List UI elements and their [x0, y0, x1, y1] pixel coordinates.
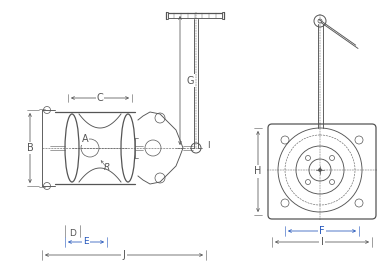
- Text: I: I: [321, 237, 323, 247]
- Text: D: D: [69, 228, 76, 238]
- Text: C: C: [97, 93, 104, 103]
- Text: G: G: [186, 76, 194, 86]
- Text: J: J: [122, 250, 126, 260]
- Text: B: B: [27, 143, 33, 153]
- Text: I: I: [207, 141, 209, 150]
- Text: A: A: [82, 134, 88, 144]
- Text: F: F: [319, 226, 325, 236]
- Text: E: E: [83, 238, 89, 247]
- Text: H: H: [254, 167, 262, 177]
- Text: R: R: [104, 164, 110, 173]
- Circle shape: [318, 168, 321, 171]
